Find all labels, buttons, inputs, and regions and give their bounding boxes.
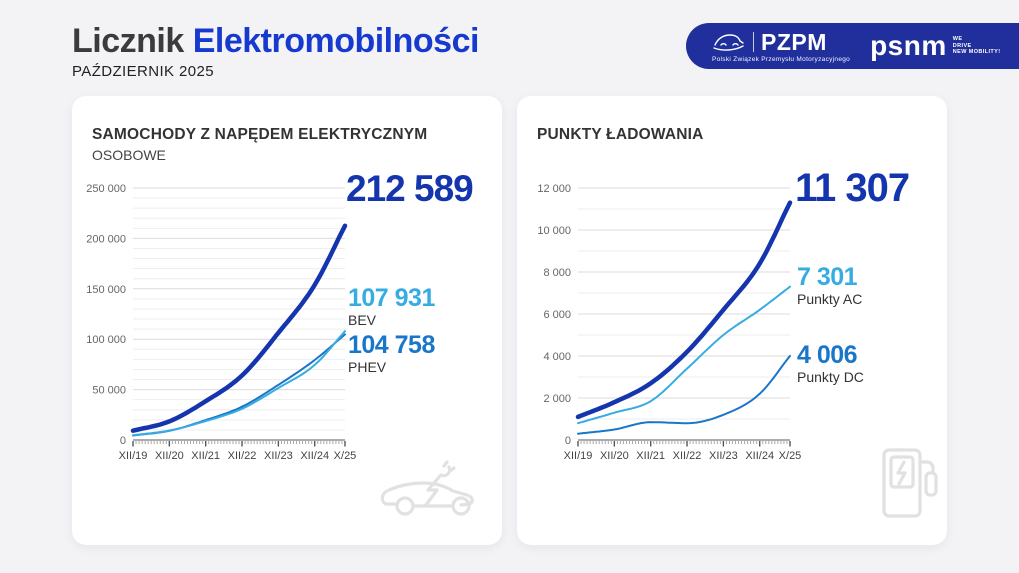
svg-text:XII/22: XII/22 bbox=[673, 450, 702, 462]
svg-text:XII/22: XII/22 bbox=[228, 450, 257, 462]
svg-text:XII/24: XII/24 bbox=[745, 450, 774, 462]
svg-text:XII/20: XII/20 bbox=[155, 450, 184, 462]
svg-text:XII/19: XII/19 bbox=[564, 450, 593, 462]
svg-text:100 000: 100 000 bbox=[86, 334, 126, 346]
svg-text:10 000: 10 000 bbox=[537, 225, 571, 237]
logo-divider bbox=[753, 31, 754, 52]
svg-text:2 000: 2 000 bbox=[543, 393, 571, 405]
stat-ac: 7 301 Punkty AC bbox=[797, 264, 862, 307]
card-subtitle: OSOBOWE bbox=[92, 147, 166, 163]
pzpm-wordmark: PZPM bbox=[761, 28, 827, 55]
stat-phev: 104 758 PHEV bbox=[348, 332, 435, 375]
stat-phev-label: PHEV bbox=[348, 359, 387, 375]
svg-text:XII/20: XII/20 bbox=[600, 450, 629, 462]
charging-station-icon bbox=[882, 448, 938, 518]
svg-text:50 000: 50 000 bbox=[92, 385, 126, 397]
psnm-tagline-line: DRIVE bbox=[952, 42, 972, 49]
stat-bev-value: 107 931 bbox=[348, 284, 435, 312]
svg-text:XII/23: XII/23 bbox=[264, 450, 293, 462]
svg-text:X/25: X/25 bbox=[779, 450, 802, 462]
electric-car-icon bbox=[380, 460, 474, 516]
svg-text:8 000: 8 000 bbox=[543, 267, 571, 279]
svg-text:XII/24: XII/24 bbox=[300, 450, 329, 462]
stat-phev-value: 104 758 bbox=[348, 331, 435, 359]
header: Licznik Elektromobilności PAŹDZIERNIK 20… bbox=[72, 22, 479, 80]
pzpm-car-icon bbox=[713, 33, 744, 51]
svg-text:150 000: 150 000 bbox=[86, 284, 126, 296]
total-charging-points-value: 11 307 bbox=[795, 166, 910, 210]
psnm-logo: psnm WE DRIVE NEW MOBILITY! bbox=[870, 32, 1000, 60]
total-cars-value: 212 589 bbox=[346, 168, 474, 209]
svg-text:0: 0 bbox=[120, 435, 126, 447]
psnm-tagline-line: WE bbox=[952, 36, 963, 43]
stat-dc-value: 4 006 bbox=[797, 341, 858, 369]
svg-text:200 000: 200 000 bbox=[86, 233, 126, 245]
svg-text:X/25: X/25 bbox=[334, 450, 357, 462]
page-title-accent: Elektromobilności bbox=[192, 22, 480, 60]
stat-bev-label: BEV bbox=[348, 312, 377, 328]
svg-text:0: 0 bbox=[565, 435, 571, 447]
card-title: PUNKTY ŁADOWANIA bbox=[537, 126, 704, 143]
stat-bev: 107 931 BEV bbox=[348, 285, 435, 328]
stat-dc-label: Punkty DC bbox=[797, 369, 864, 385]
svg-text:4 000: 4 000 bbox=[543, 351, 571, 363]
svg-text:250 000: 250 000 bbox=[86, 183, 126, 195]
svg-text:12 000: 12 000 bbox=[537, 183, 571, 195]
psnm-wordmark: psnm bbox=[870, 30, 947, 61]
svg-text:6 000: 6 000 bbox=[543, 309, 571, 321]
svg-text:XII/19: XII/19 bbox=[119, 450, 148, 462]
logo-bar: PZPM Polski Związek Przemysłu Motoryzacy… bbox=[686, 23, 1019, 69]
card-charging-points: PUNKTY ŁADOWANIA 0 2 000 4 000 6 000 8 000 10… bbox=[517, 96, 947, 545]
pzpm-logo: PZPM Polski Związek Przemysłu Motoryzacy… bbox=[712, 30, 850, 63]
card-electric-cars: SAMOCHODY Z NAPĘDEM ELEKTRYCZNYM OSOBOWE… bbox=[72, 96, 502, 545]
psnm-tagline-line: NEW MOBILITY! bbox=[952, 49, 1001, 56]
page-title: Licznik Elektromobilności bbox=[72, 22, 479, 60]
stat-dc: 4 006 Punkty DC bbox=[797, 342, 864, 385]
pzpm-tagline: Polski Związek Przemysłu Motoryzacyjnego bbox=[712, 55, 851, 63]
svg-text:XII/21: XII/21 bbox=[191, 450, 220, 462]
svg-text:XII/23: XII/23 bbox=[709, 450, 738, 462]
charging-line-chart: 0 2 000 4 000 6 000 8 000 10 000 12 000 XII/19 X… bbox=[537, 183, 802, 462]
stat-ac-label: Punkty AC bbox=[797, 291, 863, 307]
card-title: SAMOCHODY Z NAPĘDEM ELEKTRYCZNYM bbox=[92, 126, 428, 143]
page-title-primary: Licznik bbox=[72, 22, 184, 60]
cars-line-chart: 0 50 000 100 000 150 000 200 000 250 000 XII/1… bbox=[86, 183, 357, 462]
stat-ac-value: 7 301 bbox=[797, 263, 858, 291]
svg-text:XII/21: XII/21 bbox=[636, 450, 665, 462]
period-subtitle: PAŹDZIERNIK 2025 bbox=[72, 63, 215, 80]
psnm-tagline: WE DRIVE NEW MOBILITY! bbox=[953, 36, 1001, 56]
